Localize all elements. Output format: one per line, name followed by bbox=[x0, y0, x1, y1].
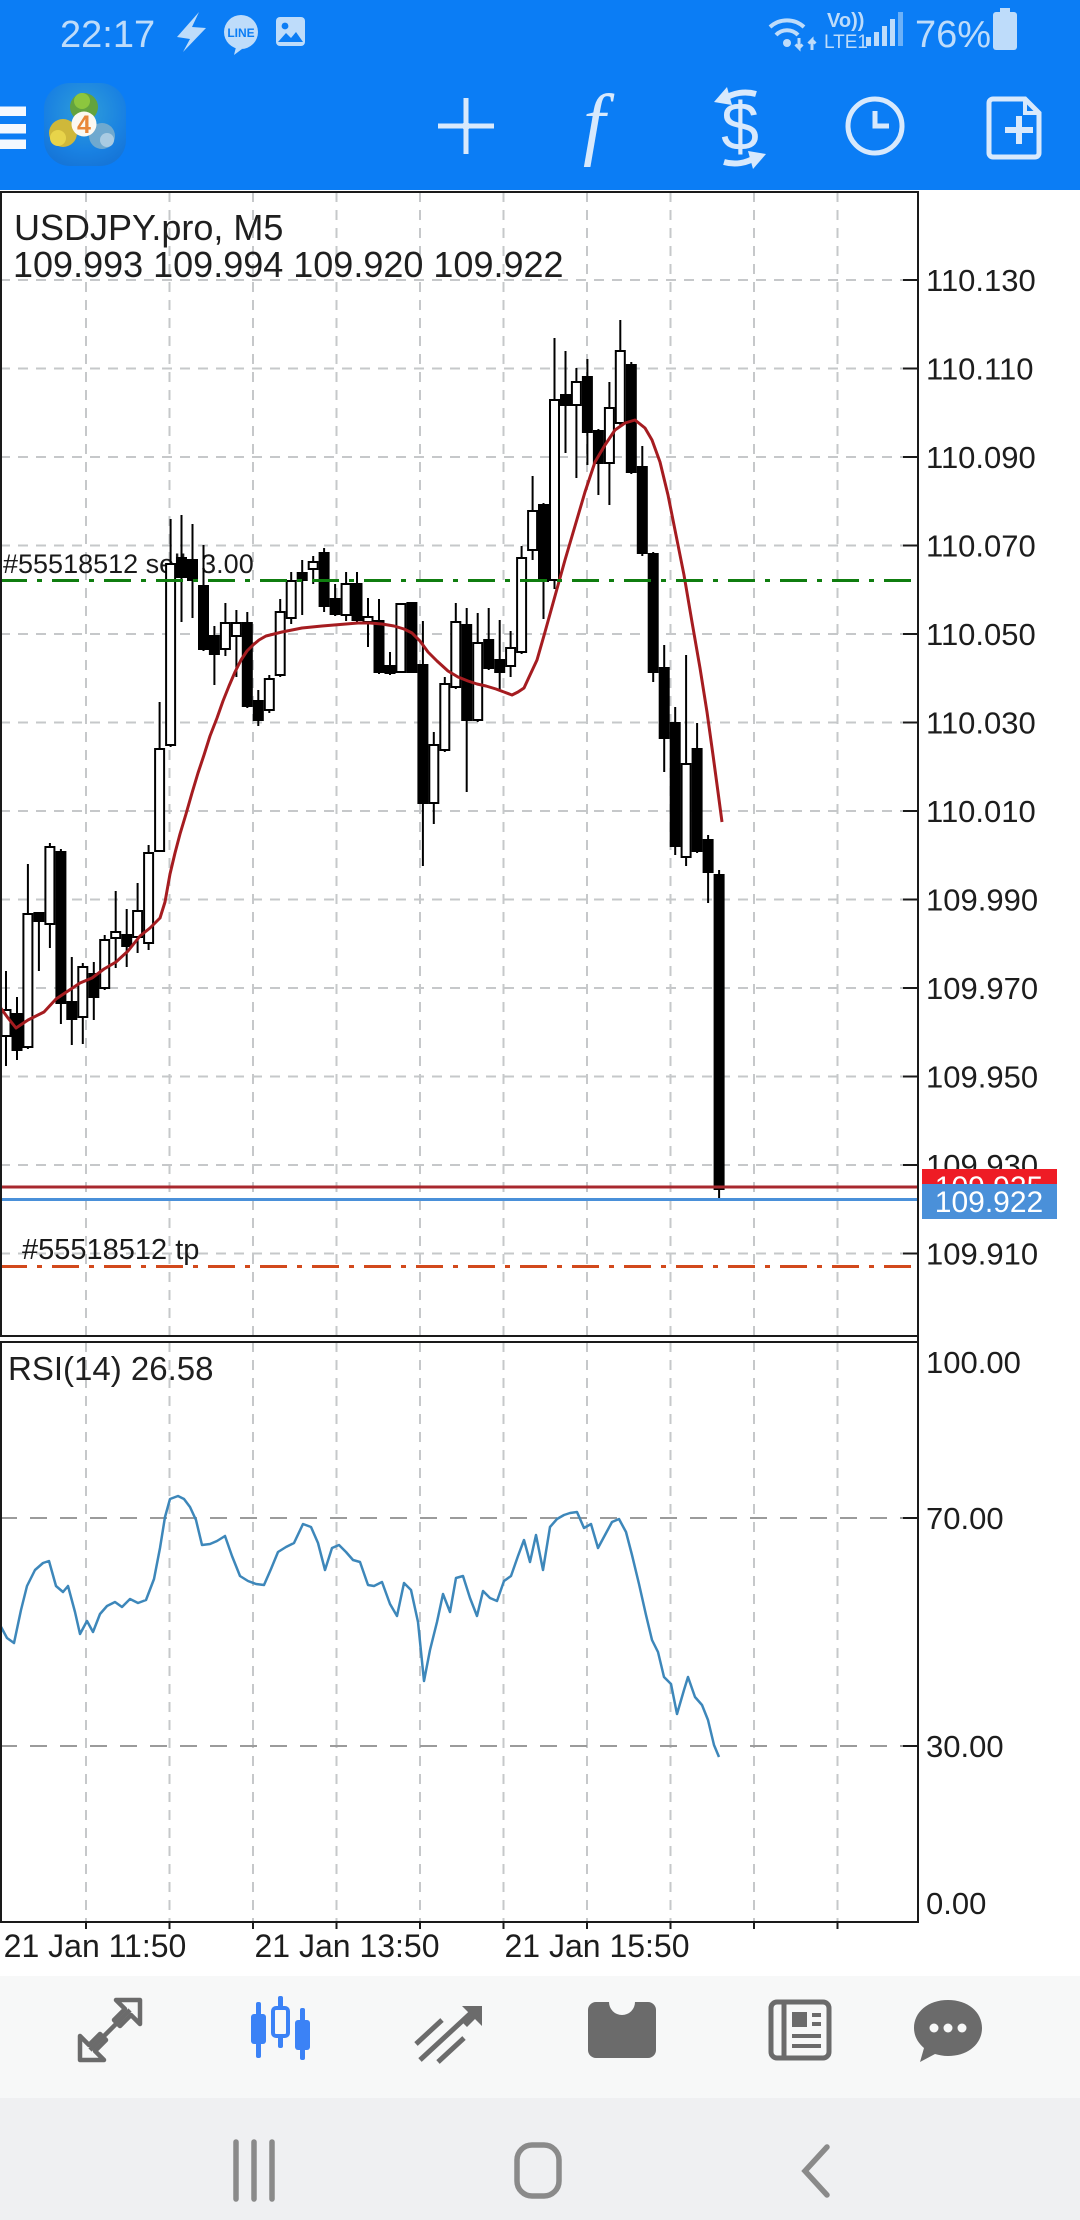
svg-text:21 Jan 13:50: 21 Jan 13:50 bbox=[254, 1928, 439, 1964]
svg-text:0.00: 0.00 bbox=[926, 1886, 986, 1921]
svg-text:#55518512 tp: #55518512 tp bbox=[22, 1234, 199, 1266]
svg-text:110.030: 110.030 bbox=[926, 706, 1036, 741]
svg-text:21 Jan 11:50: 21 Jan 11:50 bbox=[4, 1928, 187, 1964]
svg-text:109.993 109.994 109.920 109.92: 109.993 109.994 109.920 109.922 bbox=[13, 244, 564, 285]
svg-text:109.970: 109.970 bbox=[926, 971, 1038, 1006]
svg-text:4: 4 bbox=[77, 111, 91, 139]
svg-text:109.990: 109.990 bbox=[926, 883, 1038, 918]
svg-text:USDJPY.pro, M5: USDJPY.pro, M5 bbox=[14, 207, 283, 248]
svg-text:109.950: 109.950 bbox=[926, 1060, 1038, 1095]
svg-text:76%: 76% bbox=[915, 14, 991, 56]
svg-text:LTE1: LTE1 bbox=[824, 32, 868, 53]
svg-text:110.070: 110.070 bbox=[926, 529, 1036, 564]
svg-text:110.110: 110.110 bbox=[926, 352, 1033, 387]
svg-text:22:17: 22:17 bbox=[60, 14, 155, 56]
svg-text:110.010: 110.010 bbox=[926, 794, 1036, 829]
svg-text:109.910: 109.910 bbox=[926, 1237, 1038, 1272]
svg-text:LINE: LINE bbox=[227, 26, 254, 40]
svg-text:110.090: 110.090 bbox=[926, 440, 1036, 475]
svg-text:Vo)): Vo)) bbox=[827, 10, 864, 32]
svg-text:70.00: 70.00 bbox=[926, 1501, 1004, 1536]
svg-text:#55518512 sell, 3.00: #55518512 sell, 3.00 bbox=[3, 549, 254, 579]
svg-text:109.922: 109.922 bbox=[935, 1186, 1043, 1219]
svg-text:30.00: 30.00 bbox=[926, 1729, 1004, 1764]
svg-text:110.050: 110.050 bbox=[926, 617, 1036, 652]
svg-text:21 Jan 15:50: 21 Jan 15:50 bbox=[504, 1928, 689, 1964]
svg-text:100.00: 100.00 bbox=[926, 1345, 1021, 1380]
svg-text:110.130: 110.130 bbox=[926, 263, 1036, 298]
svg-text:RSI(14) 26.58: RSI(14) 26.58 bbox=[8, 1350, 213, 1387]
